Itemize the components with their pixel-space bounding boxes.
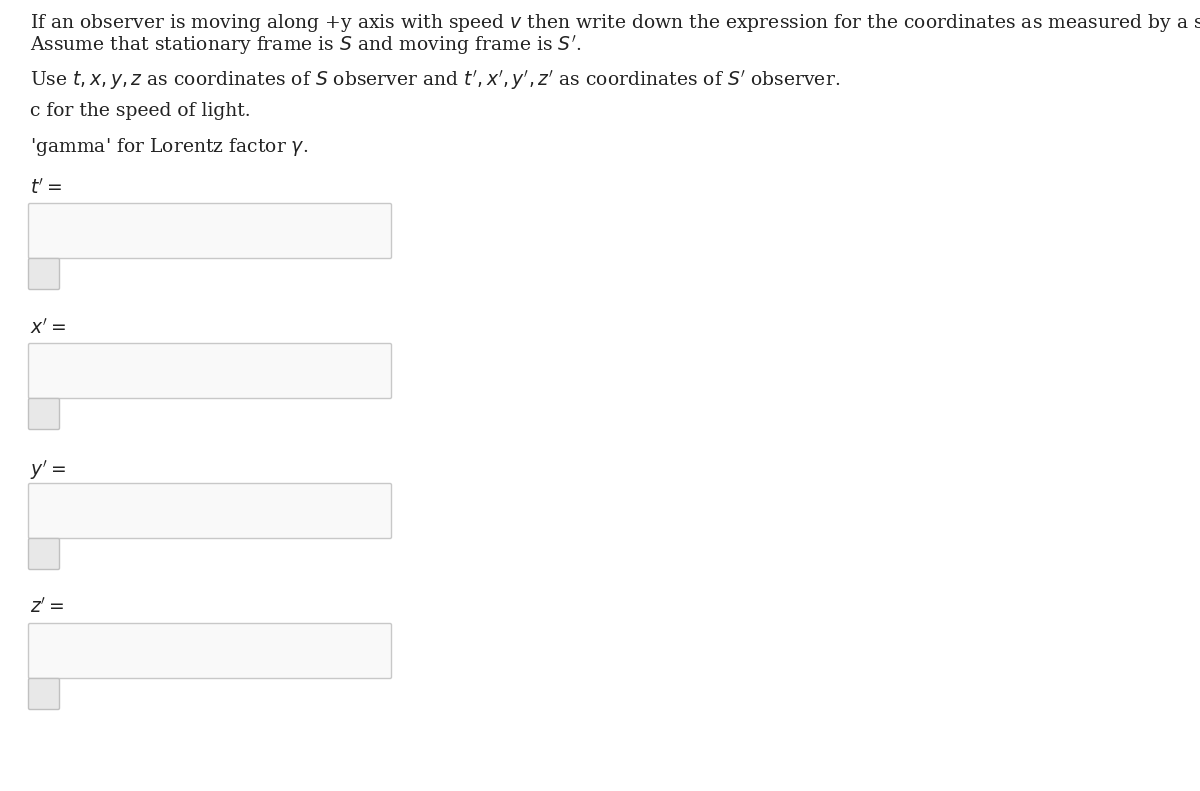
FancyBboxPatch shape — [29, 399, 60, 430]
Text: $z'=$: $z'=$ — [30, 597, 65, 617]
Text: Assume that stationary frame is $S$ and moving frame is $S'$.: Assume that stationary frame is $S$ and … — [30, 33, 581, 57]
Text: 'gamma' for Lorentz factor $\gamma$.: 'gamma' for Lorentz factor $\gamma$. — [30, 136, 308, 158]
Text: $y'=$: $y'=$ — [30, 458, 66, 482]
Text: Use $t, x, y, z$ as coordinates of $S$ observer and $t', x', y', z'$ as coordina: Use $t, x, y, z$ as coordinates of $S$ o… — [30, 68, 840, 92]
Text: $t'=$: $t'=$ — [30, 178, 62, 198]
FancyBboxPatch shape — [29, 623, 391, 679]
Text: $x'=$: $x'=$ — [30, 318, 66, 338]
FancyBboxPatch shape — [29, 343, 391, 399]
FancyBboxPatch shape — [29, 259, 60, 290]
FancyBboxPatch shape — [29, 483, 391, 539]
FancyBboxPatch shape — [29, 539, 60, 570]
Text: If an observer is moving along +y axis with speed $v$ then write down the expres: If an observer is moving along +y axis w… — [30, 12, 1200, 34]
FancyBboxPatch shape — [29, 203, 391, 259]
FancyBboxPatch shape — [29, 679, 60, 710]
Text: c for the speed of light.: c for the speed of light. — [30, 102, 251, 120]
